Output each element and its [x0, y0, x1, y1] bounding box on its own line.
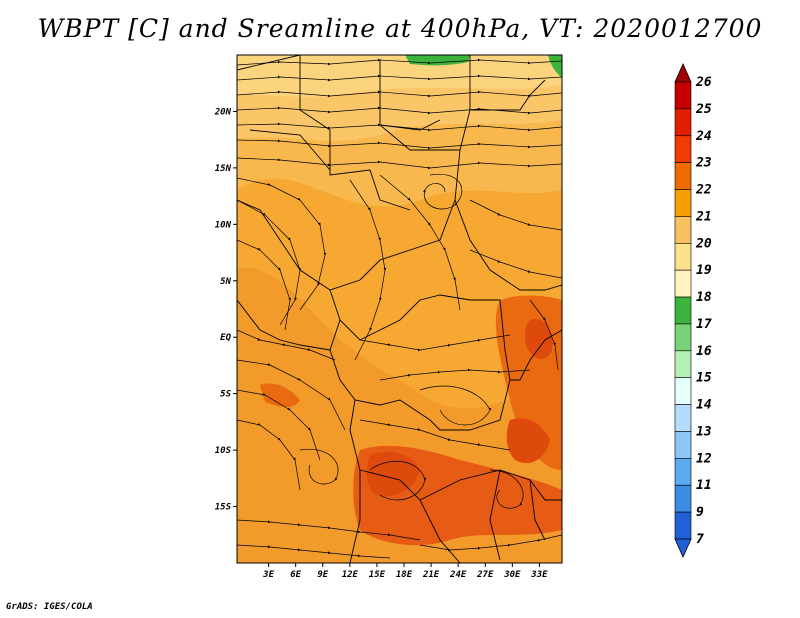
- colorbar-label: 11: [696, 478, 712, 493]
- colorbar-swatch: [674, 162, 692, 190]
- colorbar-swatch: [674, 296, 692, 325]
- colorbar-label: 13: [696, 424, 712, 439]
- colorbar-label: 15: [696, 371, 712, 386]
- longitude-axis: 3E 6E 9E 12E 15E 18E 21E 24E 27E 30E 33E: [262, 563, 548, 580]
- colorbar-label: 25: [695, 102, 712, 117]
- colorbar-swatch: [674, 458, 692, 486]
- colorbar-label: 9: [696, 505, 704, 520]
- colorbar-swatch: [674, 135, 692, 163]
- colorbar-swatch: [674, 216, 692, 244]
- latitude-axis: 20N 15N 10N 5N EQ 5S 10S 15S: [214, 107, 237, 513]
- lon-tick-label: 21E: [422, 570, 440, 580]
- lon-tick-label: 30E: [503, 570, 521, 580]
- lon-tick-label: 15E: [369, 570, 386, 580]
- lon-tick-label: 6E: [290, 570, 301, 580]
- colorbar: 26 25 24 23 22 21 20 19 18 17 16 15 14 13 12 11 9 7: [674, 63, 712, 558]
- colorbar-label: 26: [695, 75, 712, 90]
- colorbar-label: 23: [695, 156, 712, 171]
- colorbar-swatch: [674, 404, 692, 432]
- lat-tick-label: 5N: [220, 277, 231, 287]
- map-frame: [236, 54, 563, 564]
- colorbar-swatch: [674, 484, 692, 513]
- lat-tick-label: 10N: [215, 220, 232, 230]
- colorbar-bottom-triangle: [674, 538, 692, 558]
- lat-tick-label: 5S: [220, 390, 231, 400]
- shaded-field: [237, 55, 562, 563]
- plot-title: WBPT [C] and Sreamline at 400hPa, VT: 20…: [37, 14, 763, 43]
- colorbar-label: 14: [696, 398, 712, 413]
- colorbar-swatch: [674, 269, 692, 298]
- lon-tick-label: 3E: [262, 570, 274, 580]
- colorbar-swatch: [674, 431, 692, 459]
- lon-tick-label: 18E: [396, 570, 413, 580]
- colorbar-top-triangle: [674, 63, 692, 83]
- colorbar-swatch: [674, 108, 692, 137]
- colorbar-swatch: [674, 350, 692, 379]
- colorbar-label: 7: [696, 532, 704, 547]
- colorbar-label: 16: [696, 344, 712, 359]
- colorbar-swatch: [674, 377, 692, 405]
- colorbar-swatch: [674, 323, 692, 352]
- colorbar-swatch: [674, 511, 692, 540]
- lon-tick-label: 24E: [449, 570, 467, 580]
- colorbar-swatch: [674, 189, 692, 217]
- colorbar-swatch: [674, 242, 692, 271]
- lon-tick-label: 27E: [476, 570, 494, 580]
- colorbar-label: 18: [696, 290, 712, 305]
- colorbar-label: 22: [695, 183, 712, 198]
- streamlines: [237, 58, 562, 559]
- colorbar-label: 17: [696, 317, 712, 332]
- grads-credit: GrADS: IGES/COLA: [6, 602, 93, 612]
- lat-tick-label: 20N: [214, 107, 232, 117]
- colorbar-label: 12: [696, 451, 712, 466]
- lat-tick-label: 15S: [215, 503, 232, 513]
- lat-tick-label: 10S: [215, 446, 232, 456]
- lat-tick-label: 15N: [215, 164, 232, 174]
- lon-tick-label: 9E: [317, 570, 328, 580]
- colorbar-label: 20: [695, 236, 712, 251]
- colorbar-label: 19: [696, 263, 712, 278]
- colorbar-swatch: [674, 81, 692, 110]
- lon-tick-label: 33E: [530, 570, 548, 580]
- lon-tick-label: 12E: [342, 570, 359, 580]
- colorbar-label: 24: [695, 129, 712, 144]
- lat-tick-label: EQ: [220, 333, 231, 343]
- colorbar-label: 21: [695, 209, 712, 224]
